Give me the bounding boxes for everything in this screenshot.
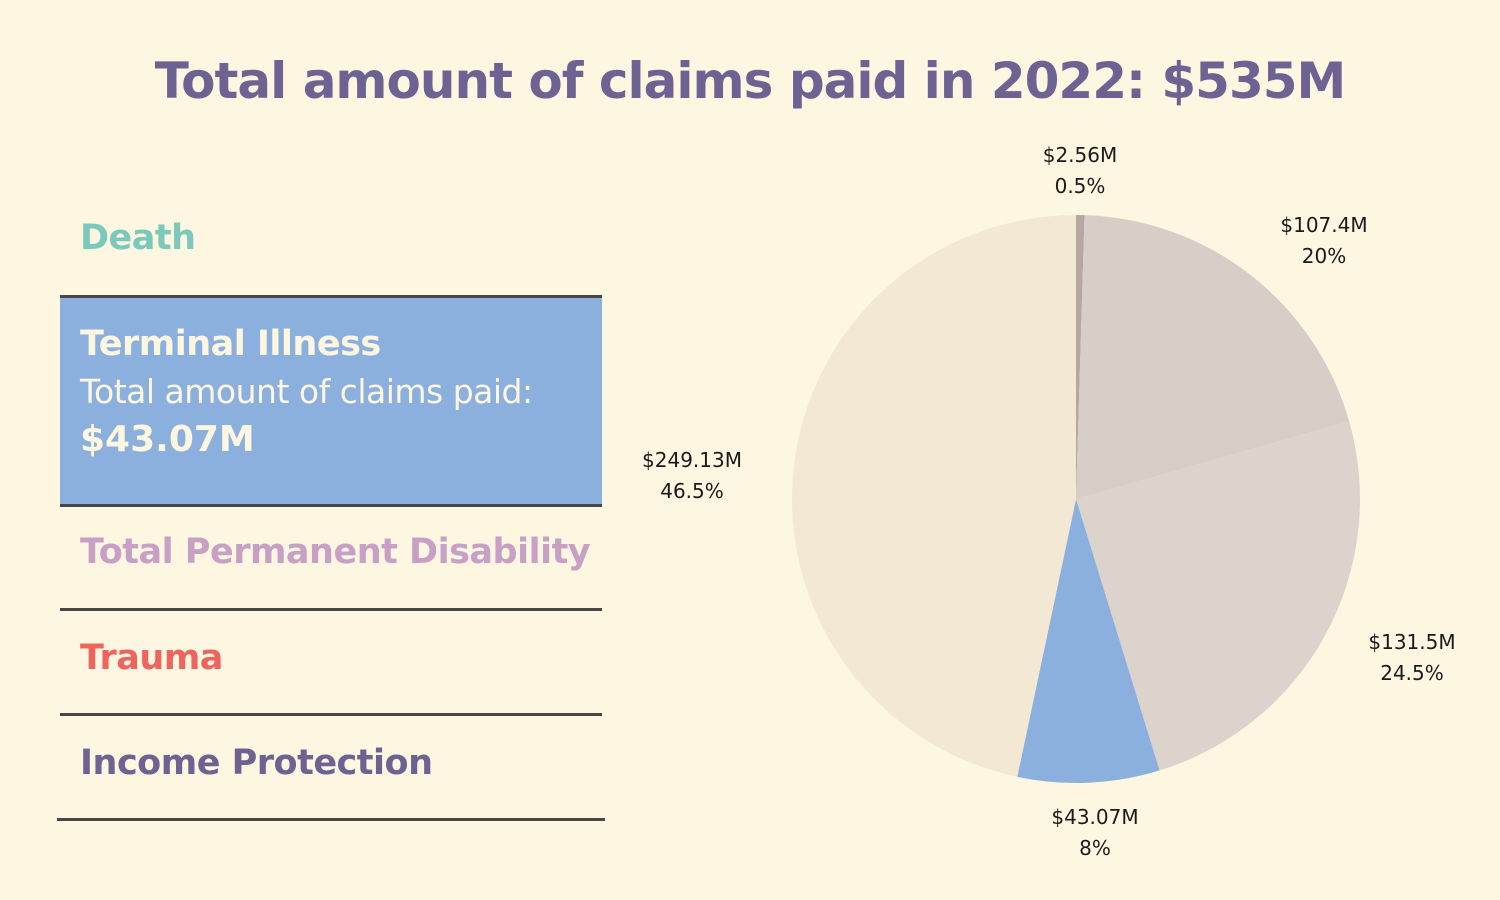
legend-value-terminal-illness: $43.07M	[80, 419, 255, 460]
legend-label-tpd: Total Permanent Disability	[80, 532, 591, 572]
legend-divider	[57, 818, 605, 821]
slice-value-label: $107.4M	[1280, 213, 1367, 237]
legend-label-terminal-illness: Terminal Illness	[80, 324, 381, 364]
legend-item-death[interactable]: Death	[60, 218, 602, 258]
slice-value-label: $2.56M	[1043, 143, 1118, 167]
slice-percent-label: 20%	[1302, 244, 1346, 268]
legend-label-trauma: Trauma	[80, 638, 223, 678]
legend-divider	[60, 608, 602, 611]
legend-divider	[60, 504, 602, 507]
legend-item-tpd[interactable]: Total Permanent Disability	[60, 532, 602, 572]
slice-percent-label: 46.5%	[660, 479, 724, 503]
pie-slice-total-permanent-disability[interactable]	[1076, 421, 1361, 771]
slice-value-label: $249.13M	[642, 448, 742, 472]
legend-label-death: Death	[80, 218, 196, 258]
pie-slice-trauma[interactable]	[1017, 499, 1160, 784]
legend-label-income-protection: Income Protection	[80, 743, 433, 783]
slice-percent-label: 24.5%	[1380, 661, 1444, 685]
legend-subtitle-terminal-illness: Total amount of claims paid:	[80, 372, 533, 411]
slice-percent-label: 0.5%	[1055, 174, 1106, 198]
legend-divider	[60, 295, 602, 298]
slice-value-label: $131.5M	[1368, 630, 1455, 654]
pie-slice-terminal-illness[interactable]	[1076, 215, 1350, 499]
slice-percent-label: 8%	[1079, 836, 1111, 860]
legend-item-terminal-illness[interactable]: Terminal Illness Total amount of claims …	[60, 298, 602, 506]
legend-item-income-protection[interactable]: Income Protection	[60, 743, 602, 783]
legend-divider	[60, 713, 602, 716]
chart-title: Total amount of claims paid in 2022: $53…	[154, 52, 1347, 110]
slice-value-label: $43.07M	[1051, 805, 1138, 829]
pie-slice-income-protection[interactable]	[791, 215, 1076, 777]
pie-slice-death[interactable]	[1076, 215, 1085, 499]
legend-item-trauma[interactable]: Trauma	[60, 638, 602, 678]
